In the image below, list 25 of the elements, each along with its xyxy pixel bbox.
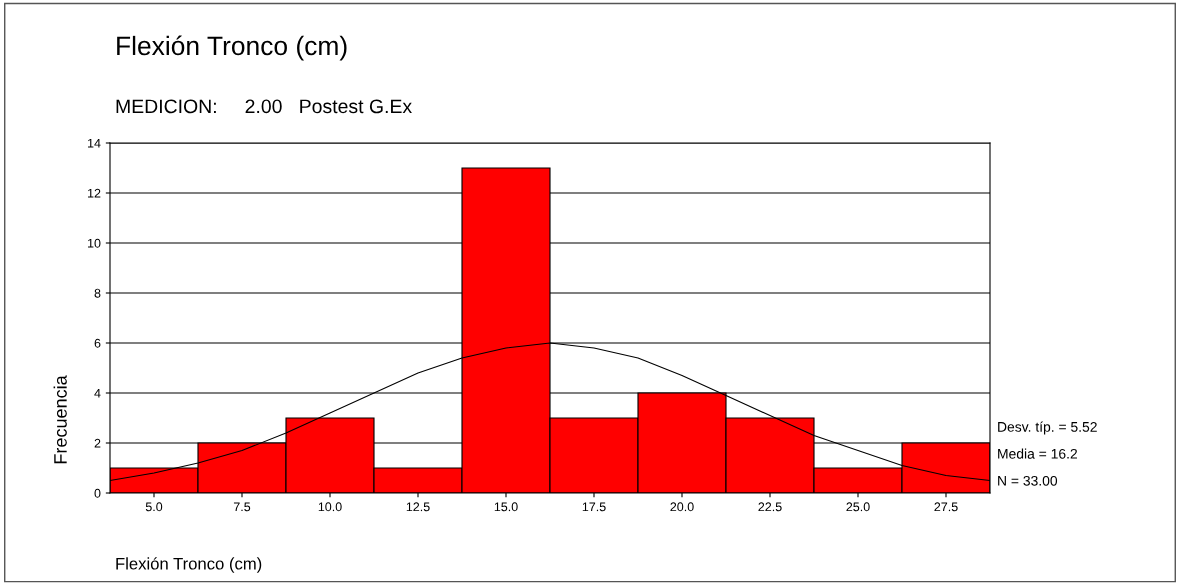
x-tick-label: 27.5 [934, 502, 958, 512]
x-tick-label: 17.5 [582, 502, 606, 512]
x-tick-label: 20.0 [670, 502, 694, 512]
x-tick-label: 22.5 [758, 502, 782, 512]
x-tick-label: 7.5 [233, 502, 251, 512]
y-tick-label: 12 [88, 188, 101, 198]
y-tick-label: 10 [88, 238, 101, 248]
y-tick-label: 4 [94, 388, 101, 398]
y-tick-label: 8 [94, 288, 101, 298]
text: Desv. típ. = 5.52 [998, 421, 1097, 435]
text: N = 33.00 [998, 475, 1058, 486]
x-tick-label: 25.0 [846, 502, 870, 512]
y-tick-label: 2 [94, 438, 101, 448]
x-tick-label: 15.0 [494, 502, 518, 512]
x-tick-label: 10.0 [318, 502, 342, 512]
x-tick-label: 12.5 [406, 502, 430, 512]
y-tick-label: 0 [94, 488, 101, 498]
y-tick-label: 14 [88, 138, 101, 148]
y-axis-title: Frecuencia [53, 375, 67, 464]
y-tick-label: 6 [94, 338, 101, 348]
chart-subtitle: MEDICION: 2.00 Postest G.Ex [116, 99, 412, 114]
x-tick-label: 5.0 [145, 502, 163, 512]
text: Media = 16.2 [998, 448, 1077, 459]
chart-title: Flexión Tronco (cm) [117, 35, 347, 61]
x-axis-title: Flexión Tronco (cm) [116, 557, 262, 573]
